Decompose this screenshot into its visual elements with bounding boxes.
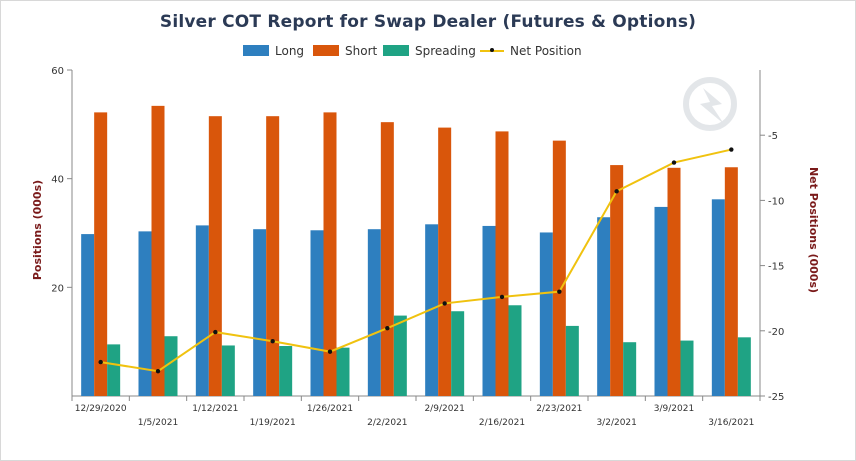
- x-tick-label: 2/9/2021: [424, 404, 464, 414]
- bar-short: [667, 167, 681, 396]
- y2-tick-label: -5: [768, 131, 778, 142]
- y-tick-label: 20: [51, 283, 64, 294]
- x-tick-label: 2/2/2021: [367, 418, 407, 428]
- y-tick-label: 40: [51, 175, 64, 186]
- legend-item-net-position[interactable]: Net Position: [480, 42, 582, 60]
- x-tick-label: 3/16/2021: [708, 418, 754, 428]
- net-position-point: [213, 329, 218, 335]
- y-axis-label: Positions (000s): [31, 180, 44, 280]
- bar-short: [151, 105, 165, 397]
- y-tick-label: 60: [51, 66, 64, 77]
- x-tick-label: 3/9/2021: [654, 404, 694, 414]
- bar-short: [380, 122, 394, 396]
- bar-spreading: [393, 315, 407, 396]
- y2-tick-label: -10: [768, 196, 784, 207]
- axes: 20 40 60 -25 -20 -15 -10 -5 12/29/2020 1/5/2021 1/…: [51, 66, 784, 428]
- legend-swatch-long: [243, 45, 269, 56]
- legend-swatch-short: [313, 45, 339, 56]
- x-tick-label: 1/19/2021: [250, 418, 296, 428]
- legend-label-short: Short: [345, 44, 378, 58]
- bar-spreading: [565, 325, 579, 396]
- bar-spreading: [107, 344, 121, 396]
- y2-tick-label: -15: [768, 262, 784, 273]
- x-tick-label: 1/26/2021: [307, 404, 353, 414]
- y2-tick-label: -25: [768, 392, 784, 403]
- x-tick-label: 2/16/2021: [479, 418, 525, 428]
- bar-spreading: [737, 337, 751, 396]
- net-position-point: [671, 160, 677, 165]
- x-tick-label: 1/12/2021: [192, 404, 238, 414]
- bar-short: [266, 116, 280, 396]
- x-tick-label: 12/29/2020: [75, 404, 127, 414]
- bar-long: [310, 230, 324, 396]
- bar-long: [597, 217, 611, 396]
- legend-swatch-spreading: [383, 45, 409, 56]
- bar-short: [610, 165, 624, 396]
- legend-item-long[interactable]: Long: [243, 42, 304, 60]
- bar-spreading: [164, 336, 178, 396]
- bar-long: [654, 206, 668, 396]
- bar-short: [438, 127, 452, 397]
- bar-short: [323, 112, 337, 396]
- bar-long: [195, 225, 209, 396]
- bar-long: [253, 229, 267, 396]
- x-tick-label: 3/2/2021: [596, 418, 636, 428]
- net-position-point: [385, 325, 390, 331]
- bar-long: [711, 199, 725, 396]
- bar-long: [425, 224, 439, 396]
- bar-short: [495, 131, 509, 396]
- bar-spreading: [336, 347, 350, 396]
- bar-long: [138, 231, 152, 396]
- legend-item-short[interactable]: Short: [313, 42, 377, 60]
- chart-title: Silver COT Report for Swap Dealer (Futur…: [159, 12, 697, 32]
- watermark-logo-icon: [683, 77, 737, 131]
- net-position-point: [327, 349, 333, 354]
- y2-axis-label: Net Positions (000s): [807, 167, 820, 293]
- bar-spreading: [451, 311, 465, 396]
- bar-short: [552, 140, 566, 396]
- net-position-point: [729, 147, 734, 152]
- net-position-point: [499, 294, 505, 300]
- legend-line-net-position: [480, 47, 504, 52]
- x-tick-label: 2/23/2021: [536, 404, 582, 414]
- bar-short: [724, 167, 738, 396]
- bar-spreading: [279, 346, 293, 396]
- bar-long: [81, 234, 95, 396]
- axis-labels: Positions (000s) Net Positions (000s): [31, 167, 820, 293]
- legend-label-long: Long: [275, 44, 305, 58]
- bar-short: [208, 116, 222, 396]
- net-position-point: [270, 339, 275, 344]
- bar-long: [482, 225, 496, 396]
- net-position-point: [614, 189, 619, 194]
- bar-spreading: [680, 340, 694, 396]
- legend: Long Short Spreading Net Position: [0, 42, 856, 62]
- bar-spreading: [221, 345, 235, 396]
- bar-long: [367, 229, 381, 396]
- bars: [81, 105, 751, 397]
- net-position-line: [98, 147, 734, 374]
- bar-short: [94, 112, 108, 396]
- bar-spreading: [508, 305, 522, 396]
- net-position-point: [557, 289, 562, 294]
- x-tick-label: 1/5/2021: [138, 418, 178, 428]
- net-position-point: [155, 369, 161, 374]
- bar-long: [539, 232, 553, 396]
- net-position-point: [98, 359, 103, 365]
- legend-item-spreading[interactable]: Spreading: [383, 42, 476, 60]
- legend-marker-net-position: [490, 47, 494, 52]
- net-position-point: [442, 301, 447, 306]
- net-position-polyline: [100, 148, 732, 373]
- legend-label-spreading: Spreading: [415, 44, 476, 58]
- legend-label-net-position: Net Position: [510, 44, 582, 58]
- bar-spreading: [623, 342, 637, 396]
- y2-tick-label: -20: [768, 327, 784, 338]
